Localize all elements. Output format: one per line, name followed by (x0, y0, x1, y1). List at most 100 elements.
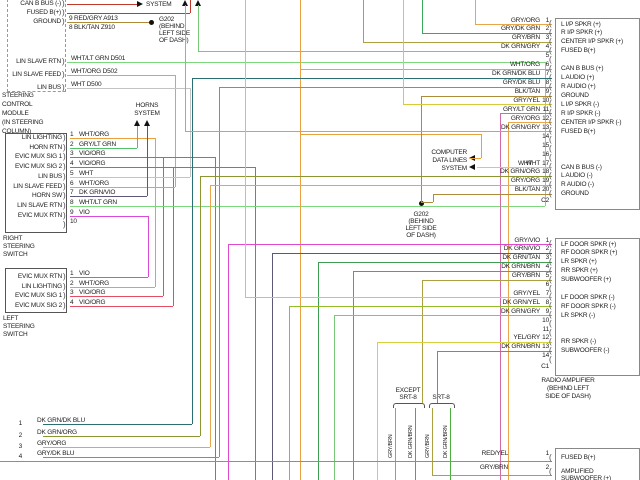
srt8-label: SRT-8 (432, 394, 450, 401)
wire-color-label: GRY/YEL (513, 96, 540, 104)
pin-bracket-icon: ( (549, 274, 552, 284)
pin-bracket-icon: ( (549, 19, 552, 28)
wire-segment (148, 216, 149, 277)
pin-number: 5 (545, 272, 550, 280)
horn-arrow-icon (144, 120, 150, 126)
pin-function-label: L AUDIO (+) (561, 74, 595, 82)
pin-number: 2 (70, 140, 74, 148)
pin-function-label: GROUND (561, 92, 589, 100)
wire-segment (508, 122, 552, 123)
wire-segment (173, 167, 174, 306)
pin-function-label: LF DOOR SPKR (+) (561, 240, 617, 248)
wire-segment (289, 306, 552, 307)
wire-segment (198, 5, 199, 51)
pin-bracket-icon: ( (549, 319, 552, 329)
pin-number: 2 (545, 245, 550, 253)
wire-color-label: DK GRN/TAN (502, 254, 540, 262)
wire-color-label: BLK/TAN (514, 88, 540, 96)
pin-bracket-icon: ( (549, 345, 552, 355)
wire-segment (67, 13, 190, 14)
ground-symbol-g202-mid (419, 201, 424, 206)
wire-segment (228, 244, 552, 245)
wire-segment (70, 177, 190, 178)
pin-bracket-icon: ( (549, 301, 552, 311)
pin-bracket-icon: ( (549, 354, 552, 364)
wire-color-label: GRY/DK BLU (37, 449, 75, 457)
wire-segment (245, 297, 552, 298)
wire-color-label: DK GRN/DK BLU (37, 416, 85, 424)
pin-function-label: SUBWOOFER (+) (561, 475, 611, 480)
wire-segment (481, 134, 482, 158)
wire-segment (70, 187, 175, 188)
g202-mid-label-2: (BEHIND (408, 218, 434, 225)
pin-number: 9 (545, 307, 550, 315)
pin-number: 14 (542, 132, 549, 140)
wire-color-label: VIO (79, 208, 90, 216)
pin-function-label: R I/P SPKR (-) (561, 109, 601, 117)
pin-number: 6 (545, 61, 550, 69)
wire-color-label: GRY/VIO (514, 236, 540, 244)
steering-module-label: CONTROL (2, 101, 33, 108)
wire-color-label: DK GRN/VIO (503, 245, 540, 253)
wire-color-label: DK GRN/BRN (501, 263, 540, 271)
pin-number: 4 (70, 160, 74, 168)
wire-segment (422, 33, 552, 34)
wire-segment (545, 62, 546, 206)
wire-segment (210, 185, 552, 186)
pin-function-label: LIN LIGHTING (21, 134, 62, 141)
pin-number: 1 (70, 131, 74, 138)
steering-module-label: STEERING (2, 92, 34, 99)
wire-color-label: WHT/LT GRN (79, 198, 117, 206)
wire-segment (185, 5, 186, 131)
pin-function-label: EVIC MUX SIG 2 (14, 301, 62, 309)
fused-b-arrow-icon (195, 0, 201, 6)
pin-bracket-icon: ) (63, 162, 66, 172)
pin-function-label: FUSED B(+) (561, 127, 596, 135)
pin-function-label: EVIC MUX SIG 1 (14, 292, 62, 300)
pin-bracket-icon: ) (63, 281, 66, 291)
wire-color-label: WHT D500 (71, 81, 102, 88)
wire-color-label: GRY/BRN (479, 464, 508, 471)
pin-number: 11 (542, 105, 550, 113)
pin-bracket-icon: ( (549, 72, 552, 82)
pin-bracket-icon: ) (63, 142, 66, 152)
wire-color-label: 8 BLK/TAN Z910 (69, 23, 115, 31)
wire-color-label-vertical: GRY/BRN (425, 434, 431, 458)
wire-segment (433, 194, 434, 202)
wire-segment (219, 87, 220, 457)
pin-number: 1 (545, 16, 550, 24)
wire-color-label: GRY/BRN (511, 34, 540, 42)
pin-bracket-icon: ( (549, 162, 552, 172)
pin-function-label: CENTER I/P SPKR (+) (561, 38, 623, 46)
pin-function-label: L AUDIO (-) (561, 172, 593, 180)
pin-number: 12 (542, 114, 549, 122)
wire-segment (403, 104, 552, 105)
wire-segment (477, 167, 552, 168)
pin-number: 7 (545, 70, 550, 78)
pin-bracket-icon: ( (549, 117, 552, 127)
pin-number: 6 (545, 281, 550, 288)
wire-color-label: GRY/BRN (511, 272, 540, 280)
computer-data-lines-label-2: DATA LINES (432, 157, 467, 164)
steering-module-label: (IN STEERING (2, 119, 44, 126)
wire-segment (363, 0, 364, 42)
pin-bracket-icon: ( (549, 336, 552, 346)
pin-number: 14 (542, 352, 549, 360)
wire-color-label: WHT/LT GRN D501 (71, 55, 126, 62)
pin-bracket-icon: ( (549, 265, 552, 275)
wire-segment (215, 157, 216, 480)
wire-segment (67, 88, 190, 89)
pin-bracket-icon: ) (62, 57, 65, 66)
except-srt8-label-2: SRT-8 (399, 394, 417, 401)
wire-segment (432, 408, 433, 475)
wire-color-label: DK GRN/ORG (37, 428, 77, 436)
pin-function-label: L I/P SPKR (-) (561, 100, 600, 108)
wire-color-label: DK GRN/BRN (501, 343, 540, 351)
wire-color-label: GRY/LT GRN (79, 140, 117, 148)
pin-bracket-icon: ( (549, 153, 552, 163)
radio-amplifier-label-1: RADIO AMPLIFIER (541, 377, 595, 384)
wire-segment (421, 202, 433, 203)
wire-segment (67, 75, 175, 76)
left-switch-label: LEFT (3, 315, 19, 322)
wire-segment (70, 167, 255, 168)
